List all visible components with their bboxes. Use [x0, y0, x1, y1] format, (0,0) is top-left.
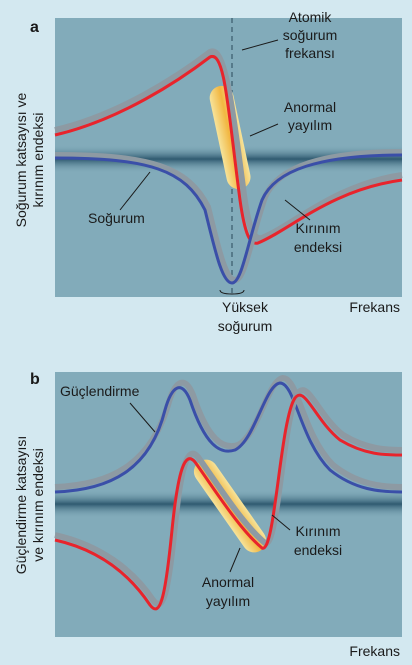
- y-axis-label: Güçlendirme katsayısıve kırınım endeksi: [13, 436, 46, 575]
- panel-b: b Güçlendirme katsayısıve kırınım endeks…: [13, 371, 402, 659]
- annotation: Yüksek soğurum: [218, 299, 272, 334]
- annotation: Soğurum: [88, 210, 145, 226]
- x-axis-label: Frekans: [349, 643, 400, 659]
- text-line: Güçlendirme katsayısı: [13, 436, 29, 575]
- text-line: yayılım: [206, 593, 250, 609]
- annotation: Atomik soğurum frekansı: [283, 9, 337, 61]
- text-line: endeksi: [294, 239, 342, 255]
- text-line: endeksi: [294, 542, 342, 558]
- text-line: soğurum: [218, 318, 272, 334]
- panel-a: a Soğurum katsayısı vekırınım endeksi At…: [13, 9, 402, 334]
- text-line: soğurum: [283, 27, 337, 43]
- panel-letter: a: [30, 19, 39, 36]
- x-axis-label: Frekans: [349, 299, 400, 315]
- y-axis-label: Soğurum katsayısı vekırınım endeksi: [13, 92, 46, 227]
- figure: a Soğurum katsayısı vekırınım endeksi At…: [0, 0, 412, 665]
- text-line: Yüksek: [222, 299, 269, 315]
- text-line: Anormal: [202, 574, 254, 590]
- text-line: kırınım endeksi: [30, 113, 46, 208]
- text-line: Kırınım: [295, 220, 340, 236]
- text-line: Anormal: [284, 99, 336, 115]
- text-line: ve kırınım endeksi: [30, 448, 46, 562]
- panel-letter: b: [30, 371, 40, 388]
- text-line: frekansı: [285, 45, 335, 61]
- text-line: Soğurum katsayısı ve: [13, 92, 29, 227]
- text-line: Atomik: [289, 9, 333, 25]
- text-line: yayılım: [288, 117, 332, 133]
- text-line: Kırınım: [295, 523, 340, 539]
- annotation: Güçlendirme: [60, 383, 140, 399]
